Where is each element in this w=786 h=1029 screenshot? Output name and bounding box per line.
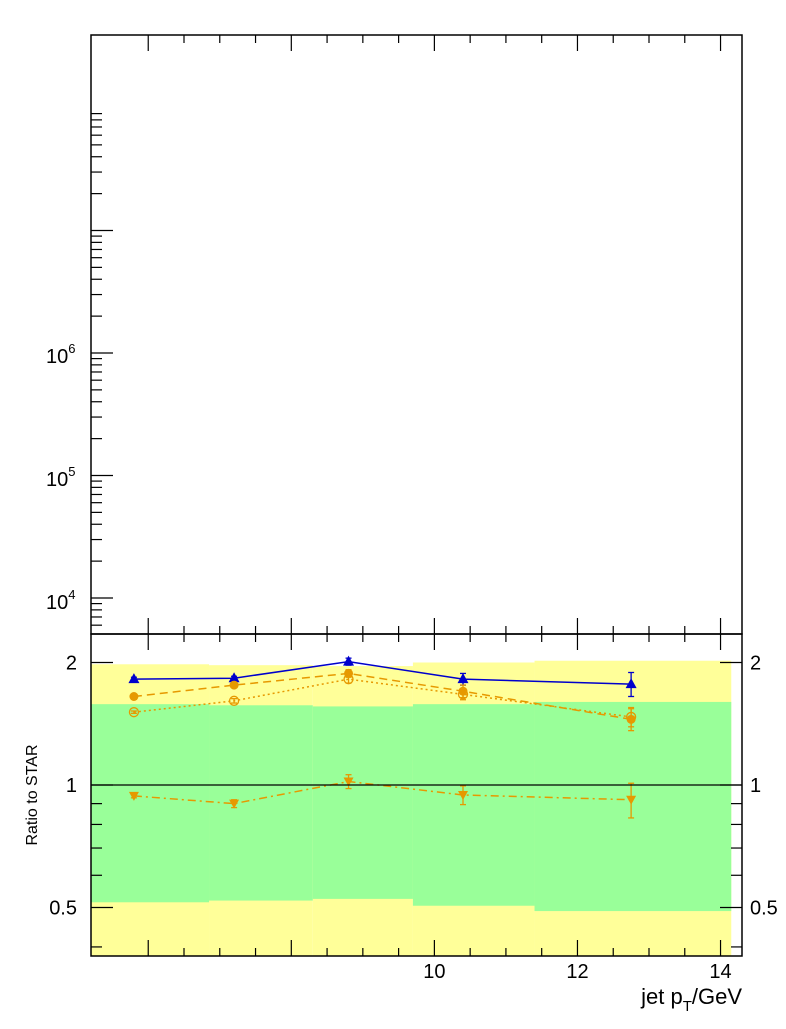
ratio-y-tick-label-right: 2 <box>750 653 761 675</box>
axes-group <box>91 35 742 956</box>
ratio-y-tick-label: 2 <box>66 653 77 675</box>
data-point-marker <box>626 795 637 805</box>
band-inner-bin <box>534 701 732 912</box>
uncertainty-bands <box>91 660 732 956</box>
ratio-y-tick-label: 0.5 <box>49 897 77 919</box>
data-point-marker <box>458 790 468 800</box>
top-y-tick-label: 104 <box>46 587 75 614</box>
data-point-marker <box>128 791 139 801</box>
ratio-y-tick-label-right: 0.5 <box>750 897 778 919</box>
band-inner-bin <box>91 704 210 903</box>
data-point-marker <box>229 680 239 690</box>
data-point-marker <box>343 655 355 666</box>
ratio-panel-frame <box>90 633 743 957</box>
ratio-series-group <box>128 655 637 819</box>
top-panel-frame <box>90 34 743 635</box>
data-point-marker <box>625 711 637 723</box>
data-point-marker <box>228 672 240 683</box>
data-point-marker <box>128 673 140 684</box>
top-y-tick-label: 106 <box>46 341 75 368</box>
ratio-y-tick-label: 1 <box>66 775 77 797</box>
data-point-marker <box>229 799 240 809</box>
data-point-marker <box>457 689 469 700</box>
ratio-y-tick-label-right: 1 <box>750 775 761 797</box>
data-point-marker <box>457 673 469 684</box>
data-point-marker <box>128 707 140 718</box>
data-point-marker <box>343 674 354 685</box>
x-tick-label: 10 <box>423 961 445 983</box>
top-y-tick-label: 105 <box>46 464 75 491</box>
data-point-marker <box>228 695 240 706</box>
band-inner-bin <box>312 706 413 899</box>
data-point-marker <box>343 777 354 787</box>
data-point-marker <box>625 678 637 689</box>
x-tick-label: 12 <box>566 961 588 983</box>
band-inner-bin <box>412 704 535 906</box>
x-axis-title: jet pT/GeV <box>640 984 742 1015</box>
data-point-marker <box>129 691 139 701</box>
x-tick-label: 14 <box>709 961 731 983</box>
ratio-y-axis-title: Ratio to STAR <box>24 744 41 845</box>
